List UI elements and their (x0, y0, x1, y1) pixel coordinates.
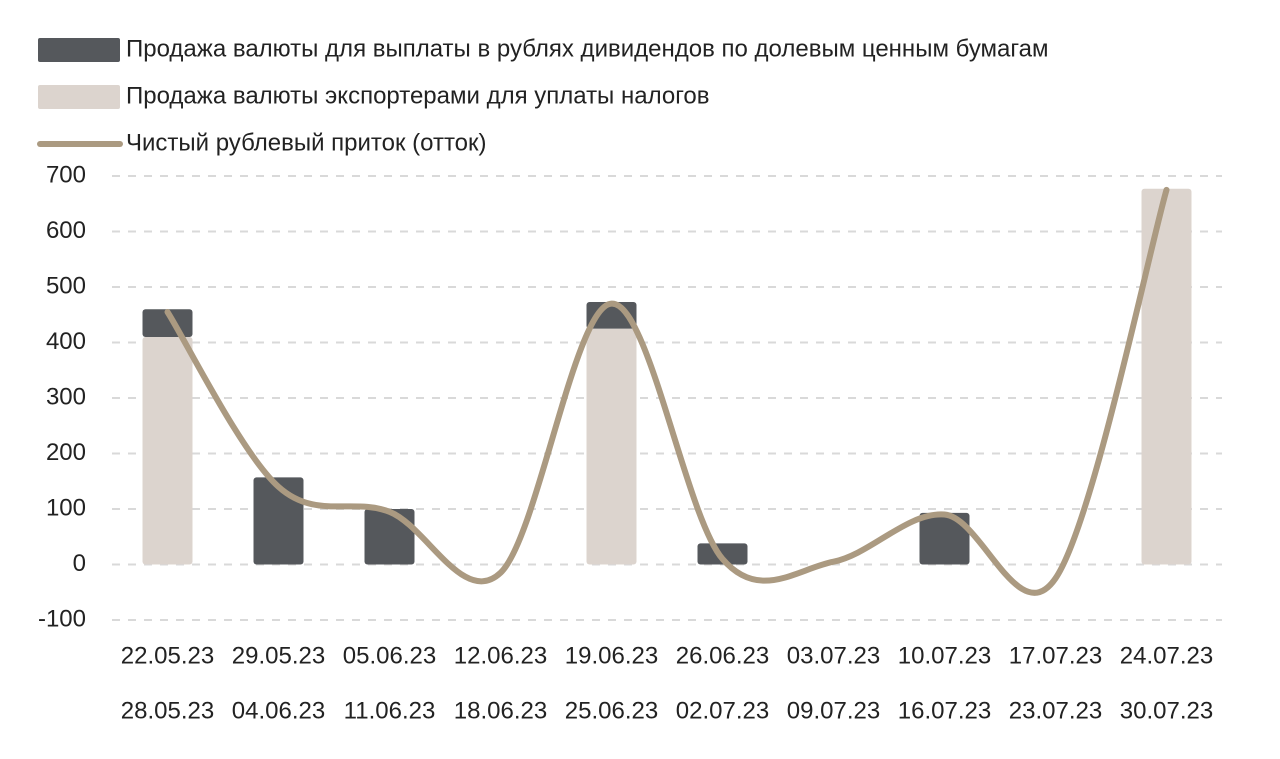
bar (142, 336, 193, 565)
x-tick-label: 23.07.23 (1009, 697, 1102, 724)
x-tick-label: 19.06.23 (565, 642, 658, 669)
x-tick-label: 22.05.23 (121, 642, 214, 669)
bar (697, 543, 748, 565)
y-tick-label: 400 (46, 328, 86, 355)
bar (919, 512, 970, 565)
x-tick-label: 02.07.23 (676, 697, 769, 724)
x-tick-label: 09.07.23 (787, 697, 880, 724)
y-tick-label: 700 (46, 161, 86, 188)
x-tick-label: 05.06.23 (343, 642, 436, 669)
y-tick-label: 0 (73, 550, 86, 577)
y-tick-label: 600 (46, 217, 86, 244)
x-tick-label: 29.05.23 (232, 642, 325, 669)
x-tick-label: 25.06.23 (565, 697, 658, 724)
legend-swatch (38, 38, 120, 62)
y-tick-label: 500 (46, 272, 86, 299)
y-tick-label: -100 (38, 605, 86, 632)
x-tick-label: 12.06.23 (454, 642, 547, 669)
y-tick-label: 100 (46, 494, 86, 521)
x-tick-label: 16.07.23 (898, 697, 991, 724)
x-tick-label: 04.06.23 (232, 697, 325, 724)
legend-swatch (38, 85, 120, 109)
y-tick-label: 300 (46, 383, 86, 410)
line (164, 186, 1170, 596)
x-tick-label: 24.07.23 (1120, 642, 1213, 669)
bar (586, 328, 637, 565)
x-tick-label: 17.07.23 (1009, 642, 1102, 669)
bar (364, 509, 415, 565)
x-tick-label: 26.06.23 (676, 642, 769, 669)
y-tick-label: 200 (46, 439, 86, 466)
legend-label: Чистый рублевый приток (отток) (126, 129, 487, 156)
legend-label: Продажа валюты экспортерами для уплаты н… (126, 82, 710, 109)
x-tick-label: 03.07.23 (787, 642, 880, 669)
x-tick-label: 10.07.23 (898, 642, 991, 669)
bar (1141, 188, 1192, 565)
x-tick-label: 11.06.23 (344, 697, 436, 724)
x-tick-label: 28.05.23 (121, 697, 214, 724)
legend-label: Продажа валюты для выплаты в рублях диви… (126, 35, 1048, 62)
x-tick-label: 30.07.23 (1120, 697, 1213, 724)
x-tick-label: 18.06.23 (454, 697, 547, 724)
